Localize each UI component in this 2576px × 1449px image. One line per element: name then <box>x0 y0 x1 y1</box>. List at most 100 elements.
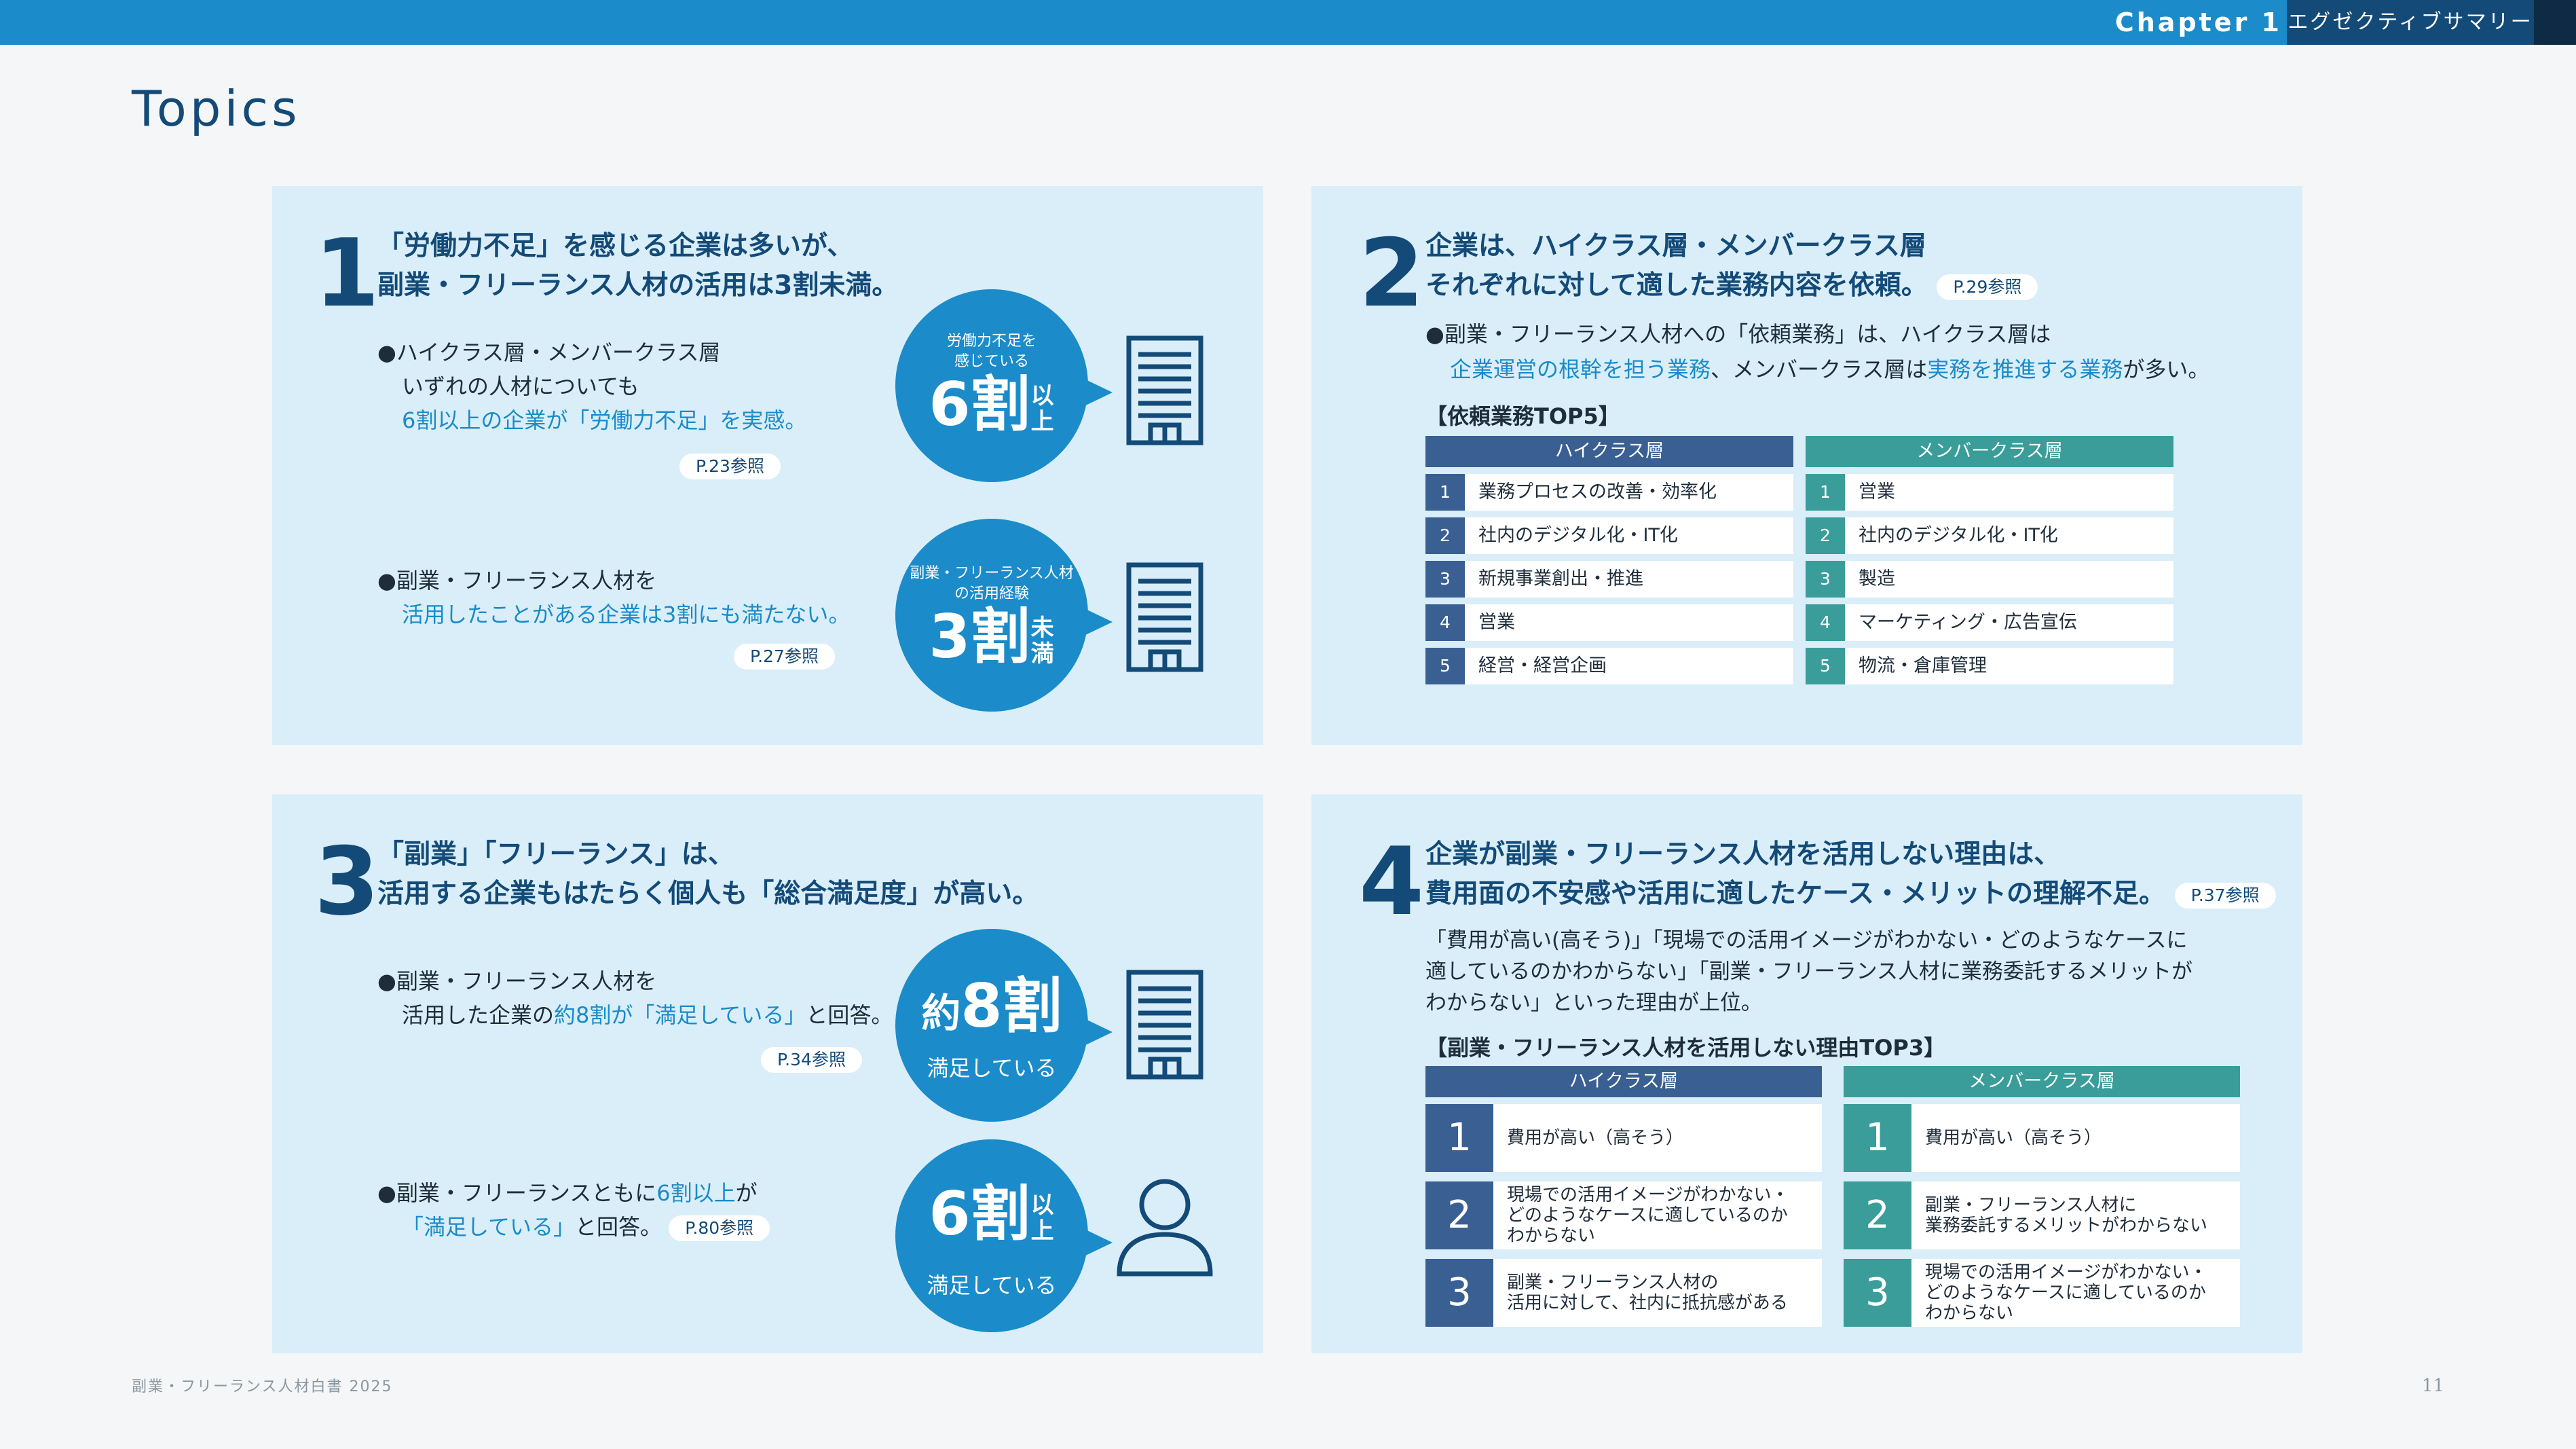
page-title: Topics <box>132 80 301 137</box>
stat-bubble: 6割以上 満足している <box>895 1139 1113 1332</box>
table-row: 5 経営・経営企画 <box>1425 648 1793 684</box>
footer-publication: 副業・フリーランス人材白書 2025 <box>132 1378 393 1395</box>
rank-number: 1 <box>1425 1104 1493 1172</box>
topic-point: ●副業・フリーランス人材を 活用したことがある企業は3割にも満たない。 <box>377 568 851 627</box>
building-icon <box>1126 562 1203 672</box>
column-header-high-class: ハイクラス層 <box>1425 436 1793 467</box>
table-row: 1 費用が高い（高そう） <box>1425 1104 1822 1172</box>
rank-number: 4 <box>1425 604 1465 641</box>
column-header-member-class: メンバークラス層 <box>1844 1066 2240 1097</box>
table-row: 4 マーケティング・広告宣伝 <box>1806 604 2173 641</box>
bubble-value: 3割未満 <box>929 602 1054 672</box>
chapter-label: Chapter 1 <box>2114 7 2282 37</box>
rank-item-text: 副業・フリーランス人材の 活用に対して、社内に抵抗感がある <box>1507 1272 1788 1313</box>
rank-number: 3 <box>1844 1259 1911 1327</box>
page-reference: P.34参照 <box>761 1047 862 1073</box>
chapter-section-badge: エグゼクティブサマリー <box>2287 0 2534 45</box>
rank-number: 4 <box>1806 604 1845 641</box>
topic-number: 4 <box>1359 827 1425 936</box>
bubble-caption: 満足している <box>927 1272 1057 1298</box>
topic-panel-4: 4 企業が副業・フリーランス人材を活用しない理由は、 費用面の不安感や活用に適し… <box>1311 794 2302 1353</box>
rank-item-text: 現場での活用イメージがわかない・ どのようなケースに適しているのか わからない <box>1507 1185 1789 1246</box>
person-icon <box>1117 1179 1213 1277</box>
table-row: 3 新規事業創出・推進 <box>1425 561 1793 598</box>
topic-number: 1 <box>314 219 380 328</box>
topic-headline: 「副業」「フリーランス」は、 活用する企業もはたらく個人も「総合満足度」が高い。 <box>377 839 1039 909</box>
rank-item-text: 費用が高い（高そう） <box>1507 1128 1684 1148</box>
rank-item-text: 営業 <box>1859 481 1895 502</box>
topic-headline: 企業が副業・フリーランス人材を活用しない理由は、 費用面の不安感や活用に適したケ… <box>1425 835 2276 914</box>
table-row: 2 社内のデジタル化・IT化 <box>1425 517 1793 554</box>
stat-bubble: 労働力不足を 感じている 6割以上 <box>895 289 1113 482</box>
rank-number: 5 <box>1425 648 1465 684</box>
page-reference: P.80参照 <box>669 1215 770 1241</box>
page-reference: P.27参照 <box>734 644 835 670</box>
topic-number: 2 <box>1359 219 1425 328</box>
table-row: 1 営業 <box>1806 474 2173 511</box>
rank-number: 2 <box>1844 1181 1911 1249</box>
table-row: 2 現場での活用イメージがわかない・ どのようなケースに適しているのか わからない <box>1425 1181 1822 1249</box>
topic-description: 「費用が高い(高そう)」「現場での活用イメージがわかない・どのようなケースに 適… <box>1425 928 2192 1015</box>
bubble-caption: 副業・フリーランス人材 の活用経験 <box>910 565 1074 602</box>
rank-number: 3 <box>1425 561 1465 598</box>
top-bar-end-block <box>2534 0 2576 45</box>
topic-number: 3 <box>314 827 380 936</box>
building-icon <box>1126 970 1203 1080</box>
rank-item-text: 物流・倉庫管理 <box>1859 655 1987 676</box>
rank-item-text: 経営・経営企画 <box>1478 655 1607 676</box>
table-row: 3 副業・フリーランス人材の 活用に対して、社内に抵抗感がある <box>1425 1259 1822 1327</box>
rank-item-text: マーケティング・広告宣伝 <box>1859 612 2077 633</box>
topic-point: ●副業・フリーランス人材を 活用した企業の約8割が「満足している」と回答。 <box>377 968 893 1028</box>
bubble-value: 約8割 <box>921 971 1062 1041</box>
rank-item-text: 業務プロセスの改善・効率化 <box>1478 481 1717 502</box>
topic-headline: 「労働力不足」を感じる企業は多いが、 副業・フリーランス人材の活用は3割未満。 <box>377 231 899 301</box>
topic-point: ●副業・フリーランスともに6割以上が 「満足している」と回答。 P.80参照 <box>377 1176 770 1244</box>
table-row: 5 物流・倉庫管理 <box>1806 648 2173 684</box>
page-reference: P.23参照 <box>679 454 781 479</box>
table-row: 3 製造 <box>1806 561 2173 598</box>
rank-number: 1 <box>1425 474 1465 511</box>
table-row: 1 業務プロセスの改善・効率化 <box>1425 474 1793 511</box>
topic-panel-3: 3 「副業」「フリーランス」は、 活用する企業もはたらく個人も「総合満足度」が高… <box>272 794 1263 1353</box>
stat-bubble: 約8割 満足している <box>895 929 1113 1122</box>
topic-panel-1: 1 「労働力不足」を感じる企業は多いが、 副業・フリーランス人材の活用は3割未満… <box>272 186 1263 745</box>
building-icon <box>1126 335 1203 445</box>
rank-number: 3 <box>1425 1259 1493 1327</box>
table-title: 【依頼業務TOP5】 <box>1425 403 1620 429</box>
table-row: 3 現場での活用イメージがわかない・ どのようなケースに適しているのか わからない <box>1844 1259 2240 1327</box>
rank-item-text: 現場での活用イメージがわかない・ どのようなケースに適しているのか わからない <box>1925 1262 2207 1323</box>
topic-headline: 企業は、ハイクラス層・メンバークラス層 それぞれに対して適した業務内容を依頼。 … <box>1425 227 2038 306</box>
stat-bubble: 副業・フリーランス人材 の活用経験 3割未満 <box>895 519 1113 712</box>
bubble-caption: 満足している <box>927 1055 1057 1081</box>
table-row: 2 副業・フリーランス人材に 業務委託するメリットがわからない <box>1844 1181 2240 1249</box>
rank-number: 1 <box>1806 474 1845 511</box>
rank-number: 5 <box>1806 648 1845 684</box>
rank-item-text: 製造 <box>1859 568 1895 589</box>
table-row: 4 営業 <box>1425 604 1793 641</box>
rank-item-text: 費用が高い（高そう） <box>1925 1128 2102 1148</box>
rank-number: 2 <box>1425 1181 1493 1249</box>
topic-summary: ●副業・フリーランス人材への「依頼業務」は、ハイクラス層は 企業運営の根幹を担う… <box>1425 321 2210 382</box>
column-header-high-class: ハイクラス層 <box>1425 1066 1822 1097</box>
rank-item-text: 新規事業創出・推進 <box>1478 568 1643 589</box>
bubble-caption: 労働力不足を 感じている <box>946 333 1037 370</box>
table-row: 2 社内のデジタル化・IT化 <box>1806 517 2173 554</box>
rank-number: 2 <box>1806 517 1845 554</box>
column-header-member-class: メンバークラス層 <box>1806 436 2173 467</box>
rank-item-text: 営業 <box>1478 612 1515 633</box>
rank-number: 2 <box>1425 517 1465 554</box>
page-reference: P.29参照 <box>1937 274 2038 300</box>
page-number: 11 <box>2421 1376 2444 1396</box>
table-row: 1 費用が高い（高そう） <box>1844 1104 2240 1172</box>
topic-panel-2: 2 企業は、ハイクラス層・メンバークラス層 それぞれに対して適した業務内容を依頼… <box>1311 186 2302 745</box>
rank-number: 3 <box>1806 561 1845 598</box>
rank-item-text: 社内のデジタル化・IT化 <box>1859 525 2058 546</box>
topic-point: ●ハイクラス層・メンバークラス層 いずれの人材についても 6割以上の企業が「労働… <box>377 340 807 433</box>
top-bar: Chapter 1 エグゼクティブサマリー <box>0 0 2576 45</box>
bubble-value: 6割以上 <box>929 369 1054 439</box>
rank-number: 1 <box>1844 1104 1911 1172</box>
rank-item-text: 社内のデジタル化・IT化 <box>1478 525 1678 546</box>
rank-item-text: 副業・フリーランス人材に 業務委託するメリットがわからない <box>1925 1195 2208 1236</box>
table-title: 【副業・フリーランス人材を活用しない理由TOP3】 <box>1425 1035 1946 1061</box>
bubble-value: 6割以上 <box>929 1179 1054 1249</box>
